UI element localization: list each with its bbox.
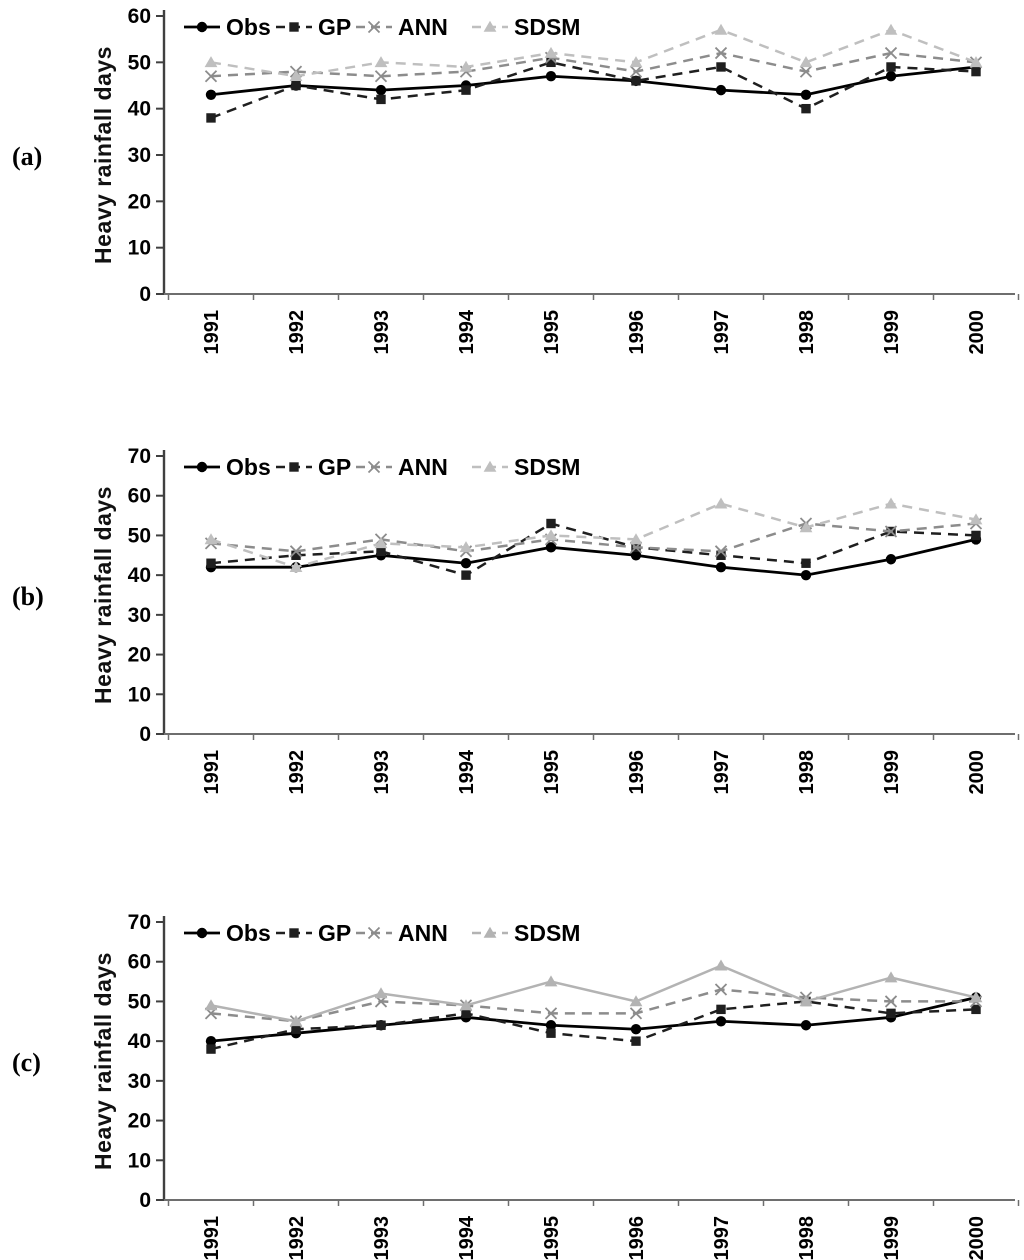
x-tick-label: 1998 [796,310,818,355]
series-ANN [204,46,983,83]
legend: Obs GP ANN SDSM [184,14,580,40]
legend-label-ANN: ANN [398,454,448,480]
y-tick-label: 40 [128,564,151,587]
y-tick-label: 50 [128,990,151,1013]
x-axis-labels: 1991 1992 1993 1994 1995 1996 1997 1998 1999 2000 [201,309,988,354]
x-tick-label: 1991 [201,310,223,355]
series-Obs [205,992,982,1047]
series-GP [206,518,981,580]
x-tick-label: 1991 [201,1216,223,1260]
axes [162,450,1015,735]
x-tick-label: 1998 [796,1216,818,1260]
legend: Obs GP ANN SDSM [184,920,580,946]
x-axis-labels: 1991 1992 1993 1994 1995 1996 1997 1998 1999 2000 [201,749,988,794]
y-tick-label: 60 [128,951,151,974]
panel-a: (a) Heavy rainfall days 0 10 20 30 40 50 60 199… [0,2,1024,372]
y-tick-label: 30 [128,1070,151,1093]
x-tick-label: 1997 [711,1216,733,1260]
y-tick-label: 60 [128,485,151,508]
x-tick-label: 1993 [371,310,393,355]
series-GP [206,57,981,123]
legend-label-GP: GP [318,454,351,480]
x-axis-ticks [167,734,1020,740]
axes [162,916,1015,1201]
legend-label-GP: GP [318,920,351,946]
y-tick-label: 70 [128,445,151,468]
y-tick-label: 40 [128,1030,151,1053]
legend-label-Obs: Obs [226,454,271,480]
panel-c-letter: (c) [12,1048,41,1077]
series-SDSM [204,497,983,572]
series-GP [206,996,981,1054]
x-axis-ticks [167,294,1020,300]
y-axis-ticks: 0 10 20 30 40 50 60 70 [128,911,164,1212]
y-tick-label: 10 [128,683,151,706]
x-tick-label: 1991 [201,750,223,795]
x-tick-label: 2000 [966,310,988,355]
x-tick-label: 1992 [286,310,308,355]
y-tick-label: 30 [128,144,151,167]
y-tick-label: 20 [128,1110,151,1133]
x-tick-label: 1992 [286,750,308,795]
legend-label-ANN: ANN [398,14,448,40]
y-tick-label: 30 [128,604,151,627]
panel-a-letter: (a) [12,142,43,171]
y-tick-label: 20 [128,644,151,667]
x-tick-label: 1995 [541,1216,563,1260]
y-tick-label: 70 [128,911,151,934]
x-tick-label: 1998 [796,750,818,795]
y-tick-label: 40 [128,98,151,121]
y-tick-label: 60 [128,5,151,28]
x-tick-label: 1994 [456,1215,478,1260]
x-tick-label: 1996 [626,310,648,355]
legend-label-Obs: Obs [226,920,271,946]
y-tick-label: 50 [128,51,151,74]
x-tick-label: 1997 [711,750,733,795]
legend-label-GP: GP [318,14,351,40]
legend-label-Obs: Obs [226,14,271,40]
x-tick-label: 1999 [881,1216,903,1260]
x-tick-label: 1997 [711,310,733,355]
legend-label-ANN: ANN [398,920,448,946]
x-tick-label: 2000 [966,750,988,795]
x-tick-label: 1995 [541,750,563,795]
x-axis-labels: 1991 1992 1993 1994 1995 1996 1997 1998 1999 2000 [201,1215,988,1260]
y-tick-label: 10 [128,237,151,260]
y-tick-label: 0 [139,723,151,746]
y-tick-label: 0 [139,1189,151,1212]
x-tick-label: 1999 [881,750,903,795]
x-tick-label: 1994 [456,749,478,794]
axes [162,10,1015,295]
x-axis-ticks [167,1200,1020,1206]
x-tick-label: 1996 [626,750,648,795]
legend-label-SDSM: SDSM [514,14,580,40]
panel-b: (b) Heavy rainfall days 0 10 20 30 40 50 60 70 1… [0,442,1024,800]
legend-label-SDSM: SDSM [514,454,580,480]
x-tick-label: 1999 [881,310,903,355]
legend-label-SDSM: SDSM [514,920,580,946]
series-SDSM [204,959,983,1027]
legend: Obs GP ANN SDSM [184,454,580,480]
x-tick-label: 1995 [541,310,563,355]
panel-b-letter: (b) [12,582,44,611]
panel-c: (c) Heavy rainfall days 0 10 20 30 40 50 60 70 1… [0,908,1024,1260]
y-axis-ticks: 0 10 20 30 40 50 60 70 [128,445,164,746]
x-tick-label: 1992 [286,1216,308,1260]
series-SDSM [204,23,983,82]
x-tick-label: 1993 [371,1216,393,1260]
x-tick-label: 2000 [966,1216,988,1260]
x-tick-label: 1996 [626,1216,648,1260]
y-tick-label: 20 [128,190,151,213]
y-tick-label: 10 [128,1149,151,1172]
x-tick-label: 1994 [456,309,478,354]
y-tick-label: 50 [128,524,151,547]
x-tick-label: 1993 [371,750,393,795]
y-axis-ticks: 0 10 20 30 40 50 60 [128,5,164,306]
y-tick-label: 0 [139,283,151,306]
